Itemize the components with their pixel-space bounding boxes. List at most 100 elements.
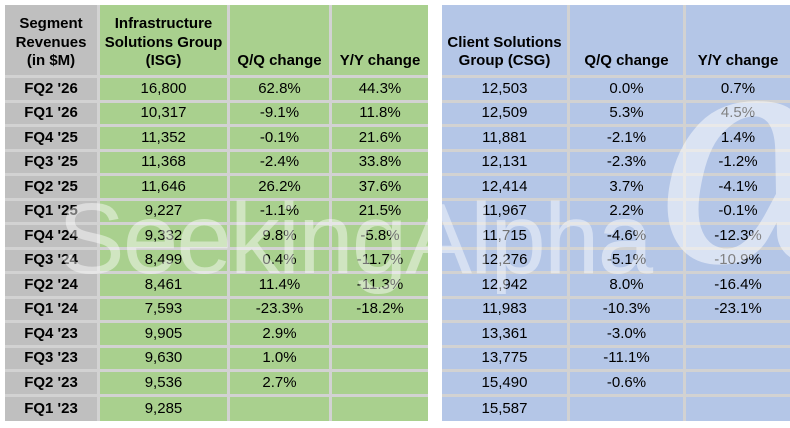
isg-qq-cell: -1.1%: [230, 200, 332, 225]
isg-yy-cell: 11.8%: [332, 102, 428, 127]
isg-qq-cell: -23.3%: [230, 298, 332, 323]
csg-value-cell: 12,503: [442, 78, 570, 103]
period-cell: FQ2 '24: [5, 274, 100, 299]
isg-qq-cell: -0.1%: [230, 127, 332, 152]
csg-yy-header-cell: Y/Y change: [686, 5, 790, 78]
isg-yy-cell: -18.2%: [332, 298, 428, 323]
isg-yy-cell: [332, 323, 428, 348]
isg-qq-cell: 1.0%: [230, 347, 332, 372]
csg-qq-cell: 0.0%: [570, 78, 686, 103]
csg-qq-cell: -5.1%: [570, 249, 686, 274]
section-gap: [428, 274, 442, 299]
csg-value-cell: 11,967: [442, 200, 570, 225]
isg-yy-cell: [332, 372, 428, 397]
csg-yy-cell: -0.1%: [686, 200, 790, 225]
section-gap: [428, 102, 442, 127]
csg-yy-cell: -23.1%: [686, 298, 790, 323]
isg-yy-header-cell: Y/Y change: [332, 5, 428, 78]
csg-yy-cell: [686, 396, 790, 421]
isg-qq-cell: [230, 396, 332, 421]
isg-qq-header-cell: Q/Q change: [230, 5, 332, 78]
isg-value-cell: 7,593: [100, 298, 230, 323]
csg-qq-cell: 3.7%: [570, 176, 686, 201]
csg-value-cell: 15,587: [442, 396, 570, 421]
isg-value-cell: 9,630: [100, 347, 230, 372]
isg-value-cell: 11,646: [100, 176, 230, 201]
csg-value-cell: 12,276: [442, 249, 570, 274]
period-cell: FQ1 '25: [5, 200, 100, 225]
csg-yy-cell: -1.2%: [686, 151, 790, 176]
csg-qq-cell: -11.1%: [570, 347, 686, 372]
period-cell: FQ1 '23: [5, 396, 100, 421]
section-gap: [428, 127, 442, 152]
csg-yy-cell: 0.7%: [686, 78, 790, 103]
section-gap: [428, 176, 442, 201]
isg-value-cell: 11,368: [100, 151, 230, 176]
period-cell: FQ2 '23: [5, 372, 100, 397]
csg-qq-cell: -2.3%: [570, 151, 686, 176]
section-gap: [428, 225, 442, 250]
isg-yy-cell: 21.5%: [332, 200, 428, 225]
csg-value-cell: 11,715: [442, 225, 570, 250]
isg-value-cell: 9,227: [100, 200, 230, 225]
section-gap: [428, 396, 442, 421]
csg-qq-cell: -4.6%: [570, 225, 686, 250]
isg-value-cell: 10,317: [100, 102, 230, 127]
section-gap: [428, 78, 442, 103]
isg-qq-cell: 26.2%: [230, 176, 332, 201]
csg-value-cell: 15,490: [442, 372, 570, 397]
isg-yy-cell: 21.6%: [332, 127, 428, 152]
csg-value-cell: 13,361: [442, 323, 570, 348]
corner-header-cell: Segment Revenues (in $M): [5, 5, 100, 78]
csg-yy-cell: [686, 347, 790, 372]
period-cell: FQ4 '25: [5, 127, 100, 152]
isg-yy-cell: 44.3%: [332, 78, 428, 103]
isg-qq-cell: 62.8%: [230, 78, 332, 103]
csg-value-cell: 11,881: [442, 127, 570, 152]
csg-value-cell: 12,131: [442, 151, 570, 176]
csg-yy-cell: 4.5%: [686, 102, 790, 127]
isg-value-cell: 9,905: [100, 323, 230, 348]
section-gap: [428, 372, 442, 397]
period-cell: FQ2 '26: [5, 78, 100, 103]
section-gap: [428, 200, 442, 225]
csg-value-cell: 13,775: [442, 347, 570, 372]
period-cell: FQ3 '23: [5, 347, 100, 372]
section-gap: [428, 151, 442, 176]
isg-qq-cell: -2.4%: [230, 151, 332, 176]
isg-qq-cell: 2.7%: [230, 372, 332, 397]
isg-yy-cell: 33.8%: [332, 151, 428, 176]
isg-qq-cell: 11.4%: [230, 274, 332, 299]
csg-qq-cell: -3.0%: [570, 323, 686, 348]
csg-qq-header-cell: Q/Q change: [570, 5, 686, 78]
csg-yy-cell: -4.1%: [686, 176, 790, 201]
revenue-table: Segment Revenues (in $M) Infrastructure …: [5, 5, 790, 421]
isg-value-cell: 8,499: [100, 249, 230, 274]
csg-yy-cell: 1.4%: [686, 127, 790, 152]
isg-qq-cell: 0.4%: [230, 249, 332, 274]
csg-value-cell: 12,509: [442, 102, 570, 127]
csg-yy-cell: -16.4%: [686, 274, 790, 299]
isg-qq-cell: 2.9%: [230, 323, 332, 348]
isg-yy-cell: -5.8%: [332, 225, 428, 250]
section-gap: [428, 249, 442, 274]
csg-yy-cell: -10.9%: [686, 249, 790, 274]
section-gap: [428, 323, 442, 348]
isg-header-cell: Infrastructure Solutions Group (ISG): [100, 5, 230, 78]
isg-yy-cell: -11.7%: [332, 249, 428, 274]
csg-yy-cell: -12.3%: [686, 225, 790, 250]
csg-qq-cell: -10.3%: [570, 298, 686, 323]
csg-yy-cell: [686, 323, 790, 348]
isg-yy-cell: [332, 396, 428, 421]
period-cell: FQ3 '25: [5, 151, 100, 176]
isg-qq-cell: 9.8%: [230, 225, 332, 250]
period-cell: FQ1 '24: [5, 298, 100, 323]
section-gap: [428, 5, 442, 78]
csg-qq-cell: -2.1%: [570, 127, 686, 152]
isg-value-cell: 11,352: [100, 127, 230, 152]
csg-value-cell: 12,414: [442, 176, 570, 201]
section-gap: [428, 298, 442, 323]
csg-qq-cell: 5.3%: [570, 102, 686, 127]
period-cell: FQ4 '23: [5, 323, 100, 348]
